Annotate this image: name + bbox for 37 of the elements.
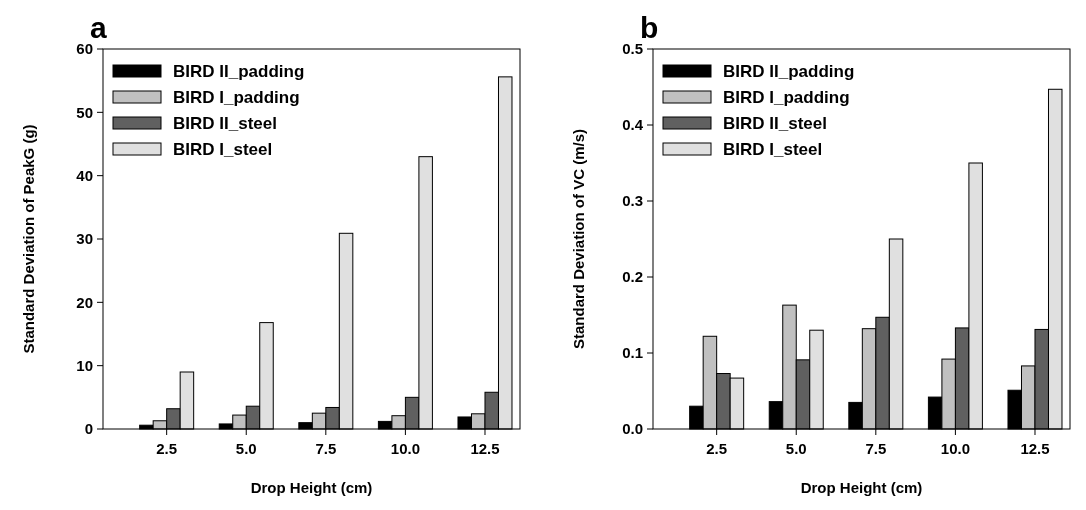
y-tick-label: 0.5: [622, 40, 643, 58]
y-tick-label: 20: [76, 293, 93, 311]
y-tick-label: 10: [76, 356, 93, 374]
legend-label: BIRD II_padding: [723, 61, 855, 81]
x-tick-label: 10.0: [940, 440, 971, 457]
legend-label: BIRD I_steel: [723, 139, 823, 159]
x-axis-title: Drop Height (cm): [800, 479, 923, 496]
chart-title: a: [90, 11, 107, 44]
legend-label: BIRD I_padding: [723, 87, 850, 107]
legend-label: BIRD II_padding: [173, 61, 305, 81]
legend-label: BIRD II_steel: [173, 113, 277, 133]
x-tick-label: 2.5: [156, 440, 178, 457]
chart-title: b: [640, 11, 659, 44]
y-tick-label: 40: [76, 166, 93, 184]
y-tick-label: 0: [84, 420, 93, 438]
x-tick-label: 5.0: [785, 440, 807, 457]
x-tick-label: 7.5: [315, 440, 337, 457]
x-tick-label: 12.5: [470, 440, 500, 457]
y-tick-label: 50: [76, 103, 93, 121]
legend-label: BIRD I_steel: [173, 139, 273, 159]
x-tick-label: 2.5: [706, 440, 728, 457]
legend-label: BIRD I_padding: [173, 87, 300, 107]
x-axis-title: Drop Height (cm): [250, 479, 373, 496]
y-axis-title: Standard Deviation of VC (m/s): [570, 128, 587, 350]
legend-label: BIRD II_steel: [723, 113, 827, 133]
x-tick-label: 10.0: [390, 440, 421, 457]
y-tick-label: 0.1: [622, 344, 643, 362]
y-axis-title: Standard Deviation of PeakG (g): [20, 124, 37, 354]
x-tick-label: 12.5: [1020, 440, 1050, 457]
y-tick-label: 0.2: [622, 268, 643, 286]
y-tick-label: 0.4: [622, 116, 644, 134]
y-tick-label: 30: [76, 230, 93, 248]
y-tick-label: 0.0: [622, 420, 643, 438]
x-tick-label: 7.5: [865, 440, 887, 457]
y-tick-label: 0.3: [622, 192, 643, 210]
x-tick-label: 5.0: [235, 440, 257, 457]
y-tick-label: 60: [76, 40, 93, 58]
